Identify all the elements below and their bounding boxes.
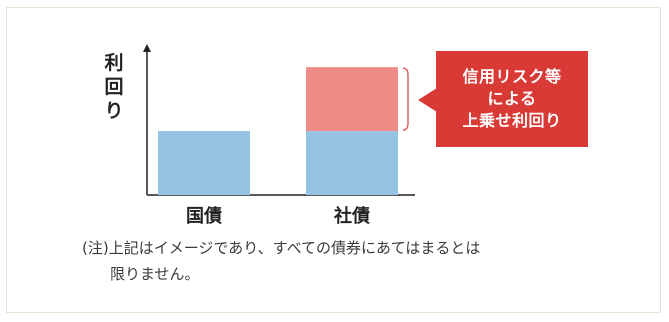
y-axis-label-char: 回 bbox=[104, 76, 123, 98]
footnote-line-1: (注)上記はイメージであり、すべての債券にあてはまるとは bbox=[82, 239, 481, 257]
callout-line-2: による bbox=[487, 89, 537, 108]
footnote-line-2: 限りません。 bbox=[110, 265, 200, 283]
x-tick-label: 国債 bbox=[186, 205, 222, 227]
callout-pointer bbox=[418, 88, 437, 112]
bar-jgb-segment-1 bbox=[158, 131, 250, 195]
callout-line-1: 信用リスク等 bbox=[462, 67, 562, 86]
spread-callout: 信用リスク等 による 上乗せ利回り bbox=[436, 51, 588, 147]
y-axis-arrow bbox=[143, 44, 151, 52]
bar-corporate-segment-2 bbox=[306, 67, 398, 132]
x-tick-label: 社債 bbox=[334, 205, 370, 227]
y-axis-label-char: 利 bbox=[104, 52, 123, 74]
bar-corporate-segment-1 bbox=[306, 131, 398, 195]
spread-bracket bbox=[402, 67, 409, 131]
footnote: (注)上記はイメージであり、すべての債券にあてはまるとは 限りません。 bbox=[82, 235, 642, 287]
callout-line-3: 上乗せ利回り bbox=[462, 111, 562, 130]
y-axis-label-char: り bbox=[104, 100, 123, 122]
